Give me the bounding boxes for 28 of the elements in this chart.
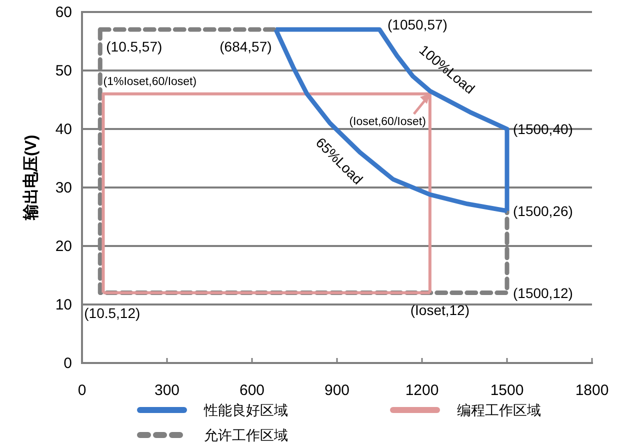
annotation: (1500,40) xyxy=(513,121,573,137)
annotation: (1050,57) xyxy=(388,16,448,33)
annotation: (1500,26) xyxy=(513,202,573,219)
y-tick-label: 10 xyxy=(55,296,72,314)
y-tick-label: 60 xyxy=(55,4,72,21)
annotation: (10.5,12) xyxy=(84,304,140,321)
x-tick-label: 900 xyxy=(324,382,350,399)
annotation: (1500,12) xyxy=(513,284,573,301)
y-tick-label: 40 xyxy=(55,121,72,138)
x-tick-label: 1800 xyxy=(575,382,609,399)
y-tick-label: 30 xyxy=(55,180,72,196)
y-tick-label: 0 xyxy=(64,355,72,372)
annotation: (Ioset,12) xyxy=(410,302,470,318)
y-tick-label: 50 xyxy=(55,62,72,80)
annotation: (Ioset,60/Ioset) xyxy=(349,116,426,128)
x-tick-label: 0 xyxy=(78,382,86,399)
legend-label: 允许工作区域 xyxy=(204,427,288,443)
x-tick-label: 300 xyxy=(154,382,180,399)
annotation: (1%Ioset,60/Ioset) xyxy=(103,76,197,88)
x-tick-label: 1200 xyxy=(405,382,439,399)
annotation: (684,57) xyxy=(220,38,272,55)
legend-label: 编程工作区域 xyxy=(457,402,541,418)
x-tick-label: 1500 xyxy=(490,382,524,399)
y-axis-title: 输出电压(V) xyxy=(22,134,40,222)
annotation: (10.5,57) xyxy=(106,38,162,55)
y-tick-label: 20 xyxy=(55,238,72,255)
x-tick-label: 600 xyxy=(239,382,265,399)
legend-label: 性能良好区域 xyxy=(203,402,288,418)
